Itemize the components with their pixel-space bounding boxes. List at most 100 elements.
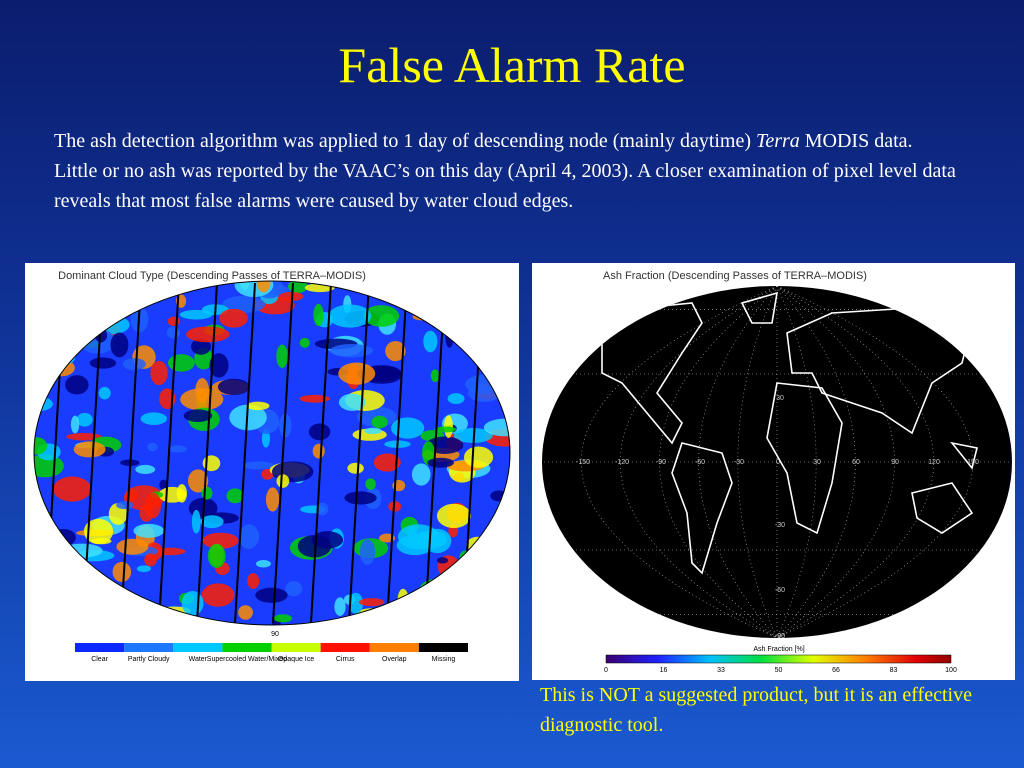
swath-gap (348, 282, 370, 624)
cloud-patch (133, 523, 165, 538)
cloud-patch (474, 591, 510, 613)
cloud-patch (316, 502, 329, 516)
cloud-patch (328, 304, 372, 328)
cloud-patch (83, 518, 114, 545)
colorbar-tick-label: 33 (717, 667, 725, 674)
cloud-patch (34, 377, 46, 400)
cloud-patch (436, 557, 449, 564)
meridian (776, 286, 817, 638)
cloud-patch (150, 360, 168, 386)
cloud-patch (471, 325, 491, 336)
swath-gap (158, 282, 180, 624)
cloud-patch (116, 538, 149, 555)
legend: Clear Partly Cloudy Water Supercooled Water… (75, 643, 468, 663)
cloud-patch (299, 394, 331, 403)
lon-label: 120 (928, 459, 940, 466)
legend-label: Water (189, 656, 208, 663)
cloud-patch (358, 598, 385, 607)
cloud-patch (482, 529, 510, 550)
lon-label: 30 (813, 459, 821, 466)
swath-gap (120, 282, 142, 624)
cloud-patch (385, 341, 406, 362)
meridian (776, 286, 856, 638)
cloud-patch (436, 503, 471, 529)
legend-swatch (222, 643, 272, 652)
cloud-patch (464, 328, 479, 345)
lon-label: -30 (734, 459, 744, 466)
cloud-patch (452, 309, 486, 329)
cloud-patch (411, 463, 431, 486)
cloud-patch (125, 488, 138, 502)
cloud-patch (90, 537, 112, 545)
cloud-patch (135, 464, 156, 475)
cloud-patch (397, 524, 440, 550)
cloud-patch (209, 353, 229, 378)
cloud-patch (76, 412, 93, 427)
cloud-patch (391, 417, 425, 439)
cloud-patch (97, 282, 140, 309)
cloud-patch (347, 462, 364, 474)
cloud-patch (359, 539, 376, 565)
legend-label: Clear (91, 656, 108, 663)
legend-label: Partly Cloudy (128, 656, 170, 663)
cloud-patch (181, 590, 204, 616)
cloud-patch (299, 337, 310, 348)
map-title: Dominant Cloud Type (Descending Passes o… (58, 270, 366, 282)
legend-swatch (369, 643, 419, 652)
cloud-patch (276, 344, 288, 368)
lon-label: -60 (695, 459, 705, 466)
swath-gap (310, 282, 332, 624)
colorbar-ticks: 0 16 33 50 66 83 100 (604, 667, 957, 674)
cloud-patch (447, 393, 465, 405)
meridian (776, 286, 895, 638)
cloud-patch (496, 359, 507, 382)
colorbar-tick-label: 50 (775, 667, 783, 674)
cloud-patch (226, 488, 244, 504)
cloud-patch (278, 291, 304, 301)
cloud-patch (338, 362, 376, 385)
cloud-patch (191, 509, 201, 534)
colorbar-title: Ash Fraction [%] (753, 646, 804, 653)
cloud-patch (261, 429, 270, 448)
cloud-patch (183, 409, 213, 423)
cloud-patch (98, 607, 110, 625)
cloud-patch (238, 524, 260, 549)
cloud-patch (364, 427, 382, 435)
cloud-patch (122, 358, 146, 371)
cloud-patch (168, 445, 187, 453)
colorbar-tick-label: 100 (945, 667, 957, 674)
cloud-patch (308, 423, 331, 441)
cloud-patch (363, 305, 400, 327)
legend-label: Cirrus (336, 656, 355, 663)
cloud-patch (247, 573, 260, 589)
cloud-patch (51, 529, 76, 547)
body-italic: Terra (756, 130, 800, 152)
cloud-patch (246, 401, 270, 411)
body-part: The ash detection algorithm was applied … (54, 130, 757, 152)
cloud-patch (334, 597, 346, 616)
cloud-patch (112, 561, 132, 582)
cloud-patch (490, 490, 508, 502)
cloud-patch (434, 426, 457, 433)
cloud-patch (219, 308, 249, 328)
legend-label: Missing (432, 656, 456, 663)
cloud-patch (240, 281, 250, 291)
slide-title: False Alarm Rate (338, 37, 686, 93)
cloud-patch (457, 281, 496, 303)
cloud-patch (191, 338, 211, 355)
cloud-patch (407, 526, 417, 545)
legend-label: Overlap (382, 656, 407, 663)
lon-label: -150 (576, 459, 590, 466)
cloud-patch (179, 309, 213, 320)
swath-gap (272, 282, 294, 624)
cloud-patch (53, 476, 92, 502)
cloud-patch (70, 415, 80, 434)
cloud-patch (168, 354, 195, 372)
cloud-patch (242, 461, 275, 470)
cloud-patch (201, 486, 213, 500)
cloud-patch (348, 592, 364, 614)
cloud-patch (145, 492, 162, 519)
cloud-patch (238, 605, 253, 620)
cloud-patch (136, 565, 151, 573)
